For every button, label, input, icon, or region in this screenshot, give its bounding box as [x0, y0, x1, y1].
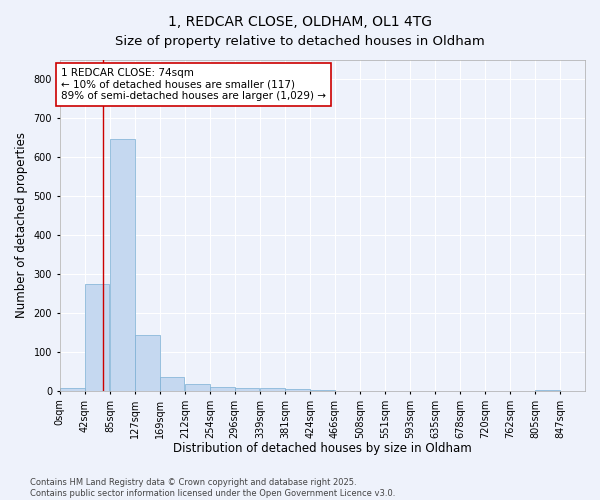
X-axis label: Distribution of detached houses by size in Oldham: Distribution of detached houses by size …	[173, 442, 472, 455]
Bar	[260, 388, 285, 391]
Bar	[135, 335, 160, 391]
Y-axis label: Number of detached properties: Number of detached properties	[15, 132, 28, 318]
Text: Size of property relative to detached houses in Oldham: Size of property relative to detached ho…	[115, 35, 485, 48]
Bar	[59, 388, 85, 391]
Bar	[110, 138, 135, 391]
Text: 1 REDCAR CLOSE: 74sqm
← 10% of detached houses are smaller (117)
89% of semi-det: 1 REDCAR CLOSE: 74sqm ← 10% of detached …	[61, 68, 326, 101]
Text: 1, REDCAR CLOSE, OLDHAM, OL1 4TG: 1, REDCAR CLOSE, OLDHAM, OL1 4TG	[168, 15, 432, 29]
Text: Contains HM Land Registry data © Crown copyright and database right 2025.
Contai: Contains HM Land Registry data © Crown c…	[30, 478, 395, 498]
Bar	[160, 377, 184, 391]
Bar	[310, 390, 335, 391]
Bar	[210, 386, 235, 391]
Bar	[185, 384, 210, 391]
Bar	[535, 390, 560, 391]
Bar	[235, 388, 259, 391]
Bar	[85, 284, 109, 391]
Bar	[285, 390, 310, 391]
